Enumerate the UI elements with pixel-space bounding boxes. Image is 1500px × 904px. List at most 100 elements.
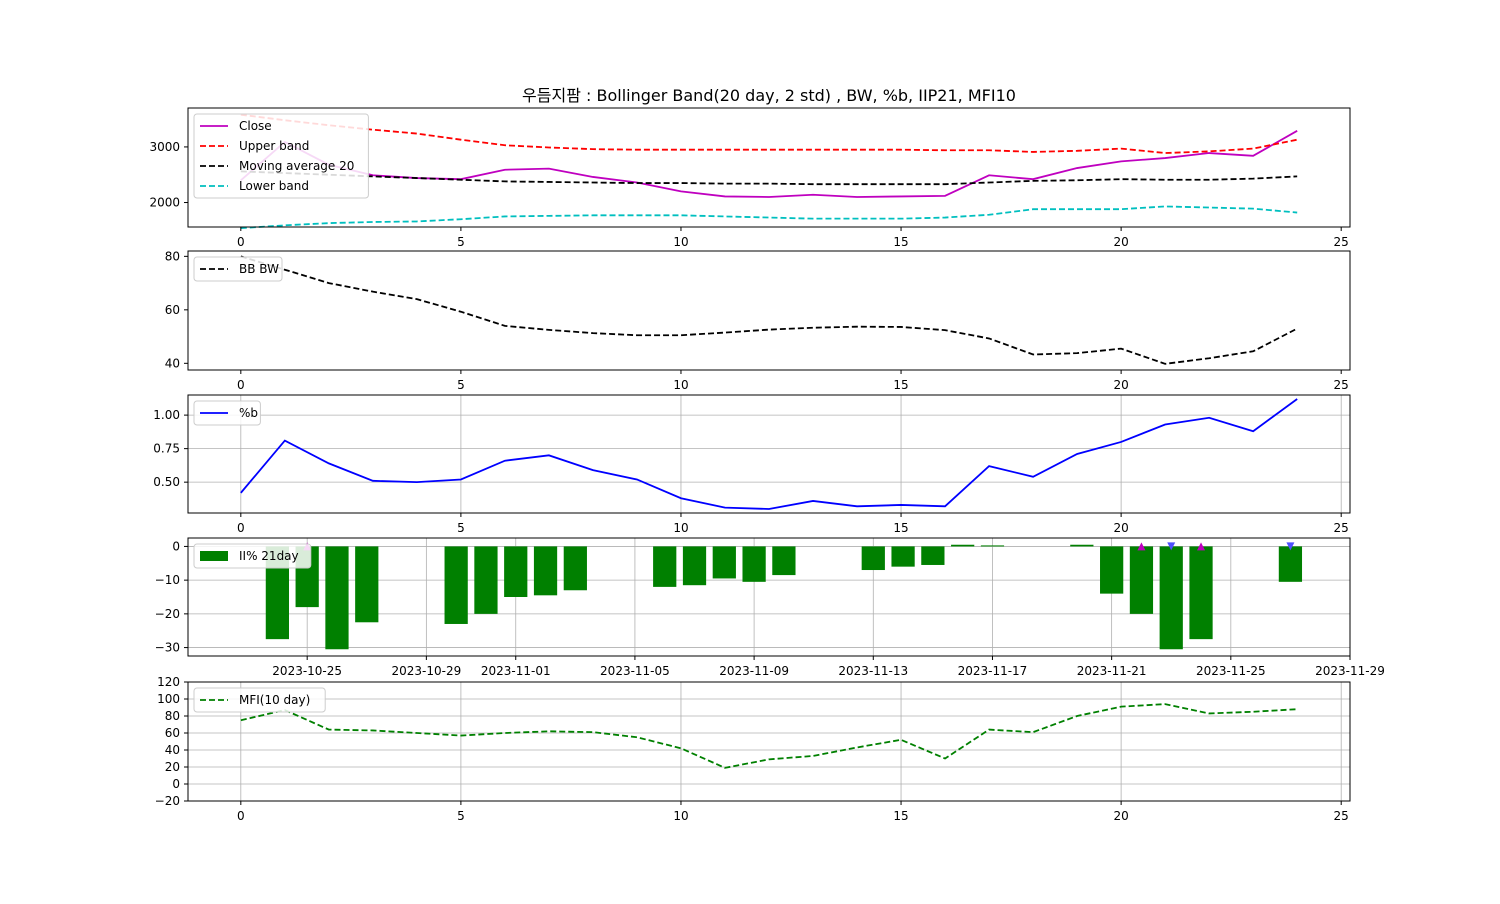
bar — [1278, 546, 1303, 582]
legend-label: Close — [239, 119, 272, 133]
legend: MFI(10 day) — [193, 687, 326, 713]
x-tick-label: 2023-11-13 — [838, 664, 908, 678]
x-tick-label: 25 — [1334, 378, 1349, 392]
x-tick-label: 20 — [1113, 809, 1128, 823]
bar — [1129, 546, 1154, 614]
bar — [1100, 546, 1124, 594]
bar — [1189, 546, 1213, 640]
legend-box — [193, 256, 283, 282]
sell-signal-marker — [1167, 542, 1176, 551]
axes-frame — [187, 681, 1351, 802]
legend-box — [193, 543, 312, 569]
y-tick-label: 60 — [165, 303, 180, 317]
y-tick-label: 80 — [165, 249, 180, 263]
series-line-1 — [240, 255, 1298, 365]
y-tick-label: 0 — [172, 539, 180, 553]
panel-3: 0 5 10 15 20 25 0.50 0.75 1.00 %b — [153, 394, 1351, 535]
y-tick-label: 1.00 — [153, 408, 180, 422]
bar — [444, 546, 468, 624]
x-tick-label: 20 — [1113, 378, 1128, 392]
bar — [533, 546, 558, 596]
series-line-2 — [240, 113, 1298, 154]
x-tick-label: 25 — [1334, 235, 1349, 249]
y-tick-label: 3000 — [149, 140, 180, 154]
legend-box — [193, 687, 326, 713]
legend-swatch — [200, 551, 228, 561]
x-tick-label: 5 — [457, 235, 465, 249]
bar — [1159, 546, 1183, 650]
y-tick-label: 80 — [165, 709, 180, 723]
panel-5: 0 5 10 15 20 25 −20 0 20 40 60 80 100 120 MFI(10 day) — [155, 675, 1351, 823]
bar — [504, 546, 528, 597]
x-tick-label: 2023-11-09 — [719, 664, 789, 678]
axes-frame — [187, 537, 1351, 657]
x-tick-label: 10 — [673, 378, 688, 392]
x-tick-label: 2023-11-29 — [1315, 664, 1385, 678]
x-tick-label: 25 — [1334, 809, 1349, 823]
y-tick-label: 20 — [165, 760, 180, 774]
buy-signal-marker — [1137, 542, 1146, 551]
legend: %b — [193, 400, 261, 426]
axes-frame — [187, 107, 1351, 228]
bar — [474, 546, 498, 614]
legend: BB BW — [193, 256, 283, 282]
bar — [355, 546, 379, 623]
bar — [682, 546, 707, 586]
x-tick-label: 15 — [893, 521, 908, 535]
x-tick-label: 25 — [1334, 521, 1349, 535]
x-tick-label: 0 — [237, 378, 245, 392]
x-tick-label: 0 — [237, 235, 245, 249]
axes-frame — [187, 394, 1351, 514]
legend-box — [193, 113, 369, 199]
bar — [712, 546, 736, 579]
y-tick-label: −30 — [155, 641, 180, 655]
buy-signal-marker — [1197, 542, 1206, 551]
x-tick-label: 5 — [457, 521, 465, 535]
x-tick-label: 15 — [893, 235, 908, 249]
x-tick-label: 2023-11-21 — [1077, 664, 1147, 678]
y-tick-label: 0 — [172, 777, 180, 791]
x-tick-label: 0 — [237, 809, 245, 823]
legend-label: II% 21day — [239, 549, 299, 563]
x-tick-label: 2023-11-05 — [600, 664, 670, 678]
sell-signal-marker — [1286, 542, 1295, 551]
figure-title: 우듬지팜 : Bollinger Band(20 day, 2 std) , B… — [522, 86, 1016, 105]
series-line-1 — [240, 703, 1298, 769]
bar — [265, 546, 290, 640]
series-line-1 — [240, 398, 1298, 510]
y-tick-label: 120 — [157, 675, 180, 689]
legend-label: MFI(10 day) — [239, 693, 310, 707]
x-tick-label: 15 — [893, 378, 908, 392]
y-tick-label: −10 — [155, 573, 180, 587]
legend: Close Upper band Moving average 20 Lower ba… — [193, 113, 369, 199]
series-line-3 — [240, 170, 1298, 186]
x-tick-label: 2023-11-25 — [1196, 664, 1266, 678]
bar — [921, 546, 945, 565]
bar — [325, 546, 349, 650]
x-tick-label: 2023-11-01 — [481, 664, 551, 678]
x-tick-label: 2023-10-25 — [272, 664, 342, 678]
legend-label: BB BW — [239, 262, 279, 276]
x-tick-label: 15 — [893, 809, 908, 823]
x-tick-label: 2023-10-29 — [391, 664, 461, 678]
y-tick-label: 40 — [165, 356, 180, 370]
x-tick-label: 20 — [1113, 521, 1128, 535]
legend-label: Lower band — [239, 179, 309, 193]
x-tick-label: 20 — [1113, 235, 1128, 249]
y-tick-label: 60 — [165, 726, 180, 740]
x-tick-label: 0 — [237, 521, 245, 535]
y-tick-label: −20 — [155, 607, 180, 621]
bar — [951, 544, 975, 547]
x-tick-label: 10 — [673, 235, 688, 249]
x-tick-label: 5 — [457, 378, 465, 392]
bar — [653, 546, 677, 587]
x-tick-label: 10 — [673, 809, 688, 823]
legend: II% 21day — [193, 543, 312, 569]
legend-label: Upper band — [239, 139, 309, 153]
series-line-4 — [240, 205, 1298, 230]
legend-label: %b — [239, 406, 258, 420]
y-tick-label: −20 — [155, 794, 180, 808]
bar — [772, 546, 796, 576]
